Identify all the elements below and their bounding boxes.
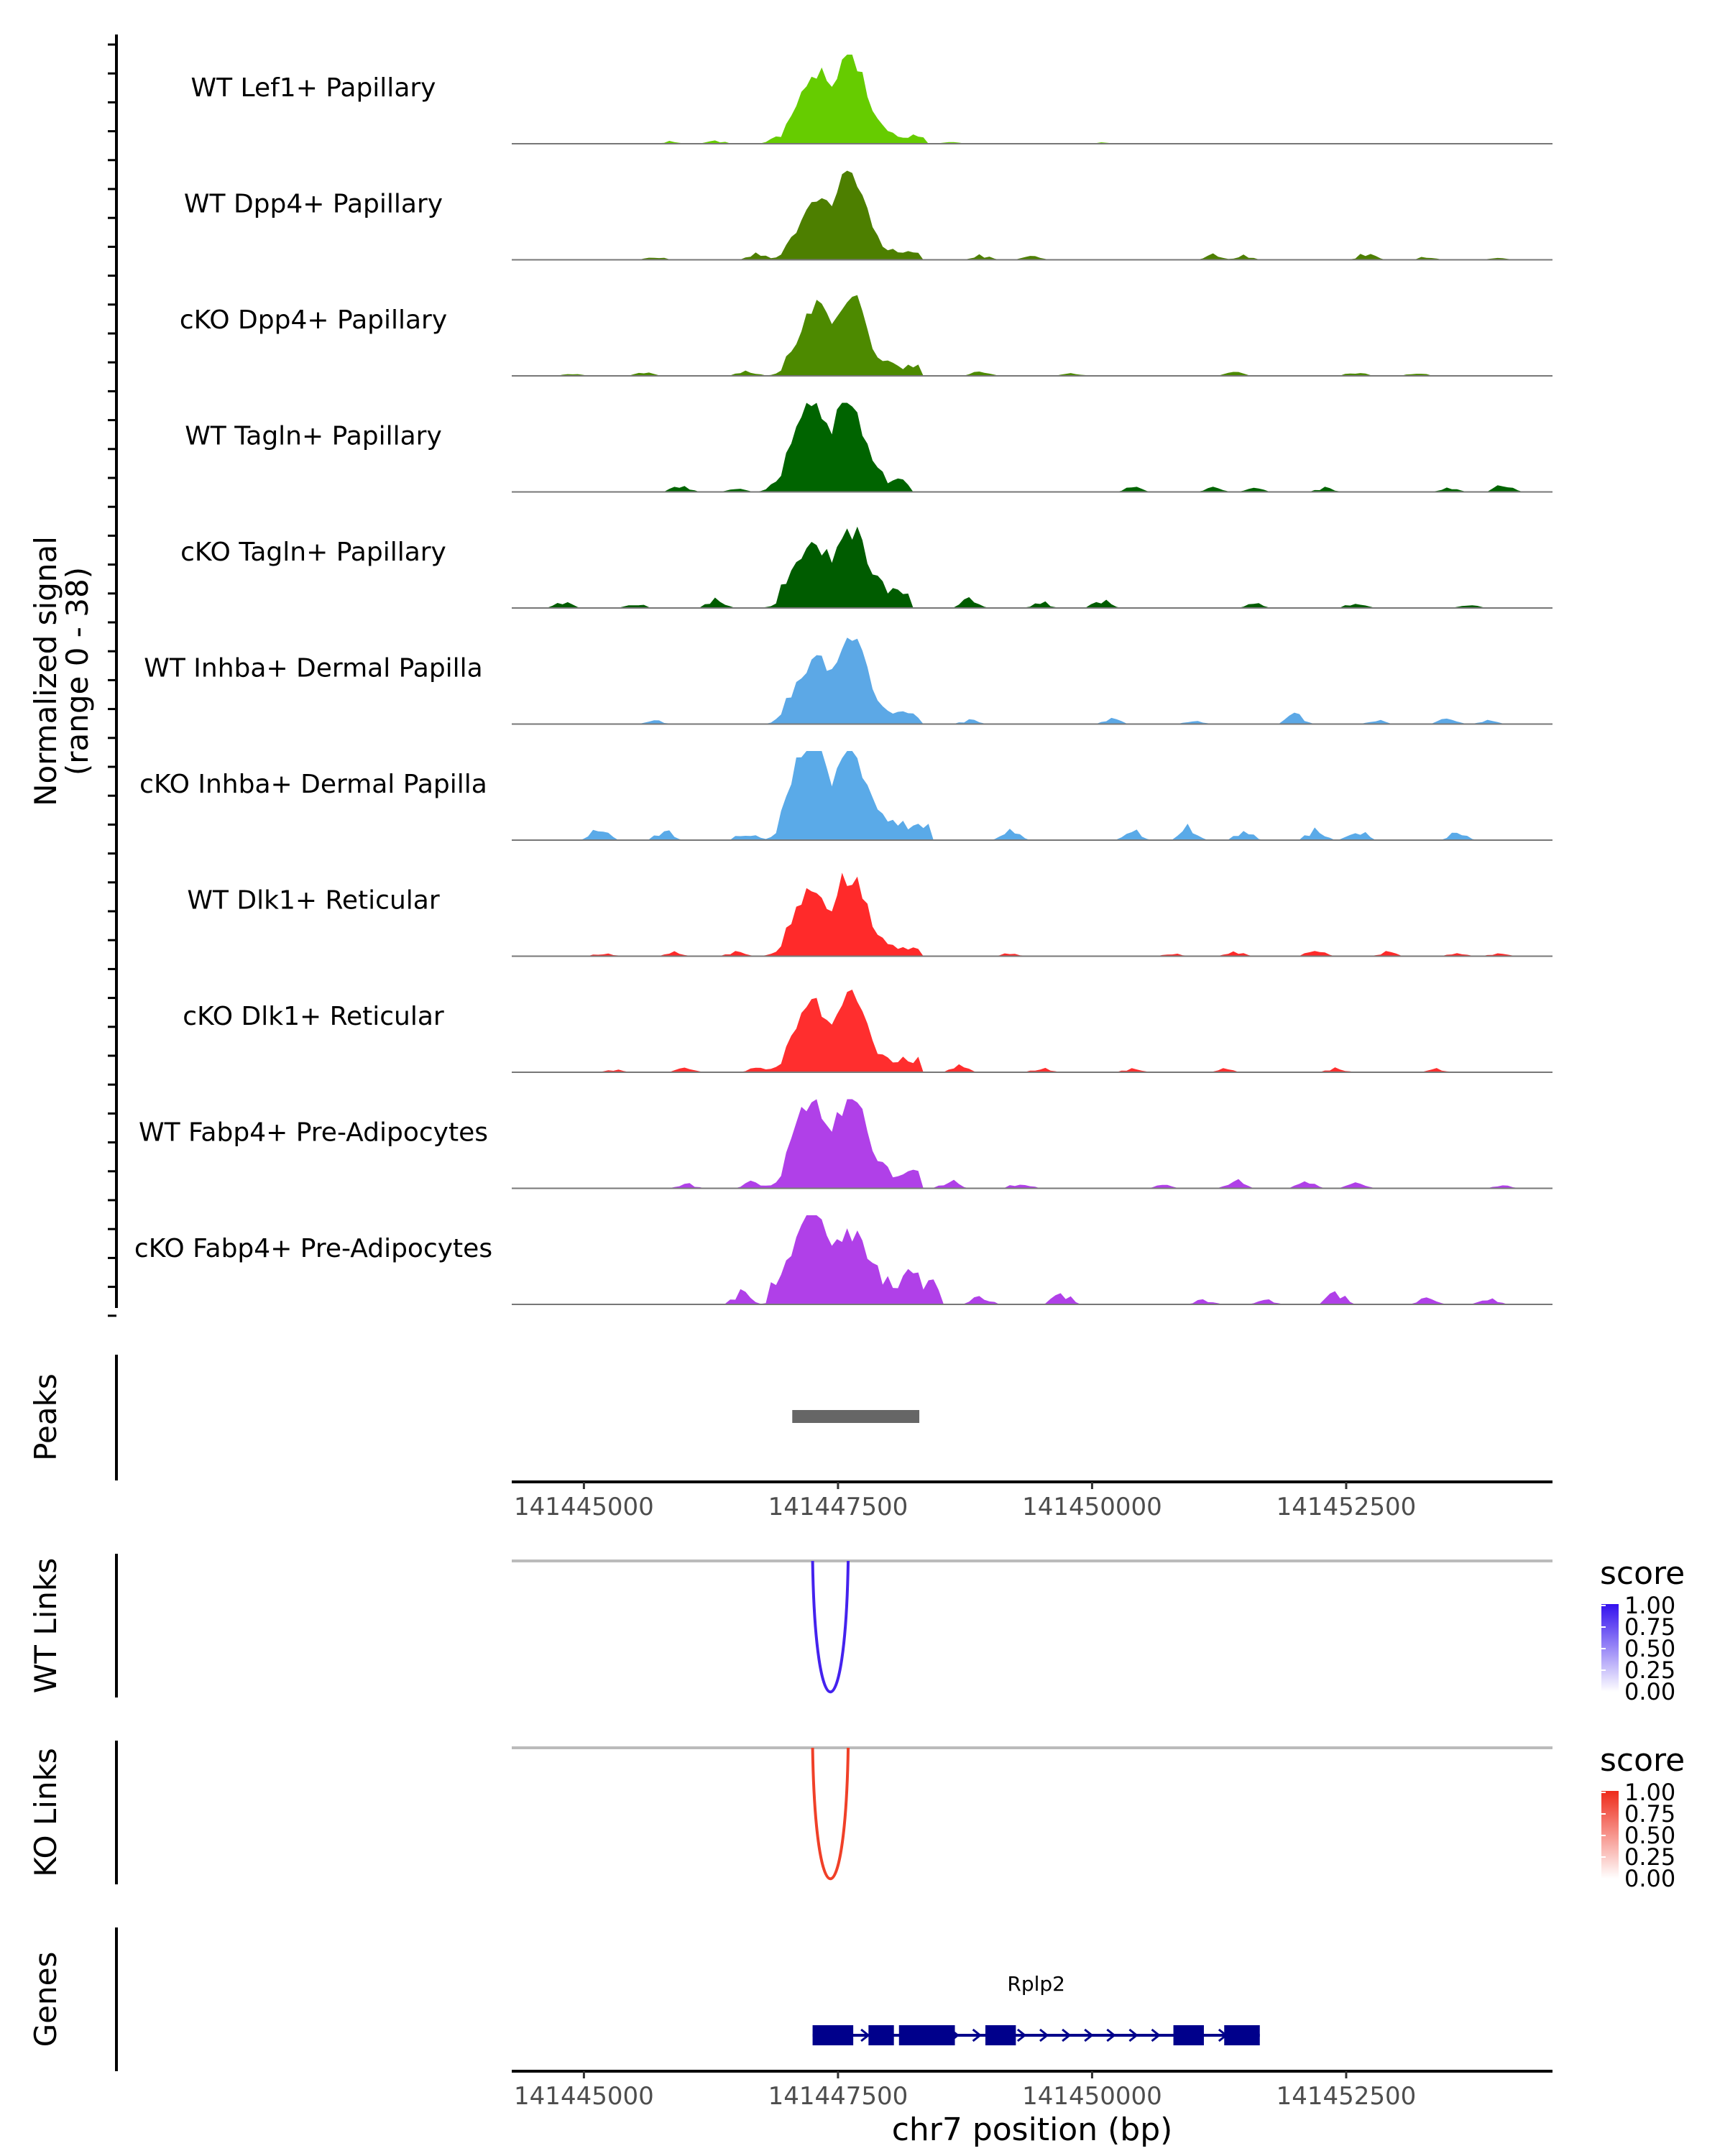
legend-tick-label: 0.50: [1624, 1635, 1675, 1662]
x-axis-bottom-tick-label: 141452500: [1276, 2082, 1417, 2111]
signal-track: WT Lef1+ Papillary: [191, 55, 1552, 144]
gene-exon: [812, 2025, 854, 2045]
track-label: cKO Dpp4+ Papillary: [180, 305, 447, 335]
signal-tracks: WT Lef1+ Papillary WT Dpp4+ Papillary cKO …: [134, 55, 1552, 1305]
track-label: cKO Dlk1+ Reticular: [183, 1002, 444, 1031]
signal-track: cKO Dpp4+ Papillary: [180, 295, 1552, 377]
ko-link-arc: [811, 1747, 850, 1880]
wt-links-label: WT Links: [28, 1558, 63, 1693]
legend-tick-label: 0.75: [1624, 1613, 1675, 1641]
legend-tick-label: 1.00: [1624, 1592, 1675, 1619]
gene-exon: [868, 2025, 894, 2045]
wt-legend-title: score: [1600, 1555, 1685, 1592]
x-axis-title: chr7 position (bp): [892, 2111, 1173, 2148]
ko-links-label: KO Links: [28, 1748, 63, 1877]
signal-track: WT Inhba+ Dermal Papilla: [144, 637, 1552, 725]
signal-ylabel-line1: Normalized signal: [28, 536, 63, 806]
signal-y-ticks: [108, 43, 116, 1317]
genes-panel: Genes Rplp2: [28, 1927, 1260, 2071]
x-axis-top-tick-label: 141452500: [1276, 1493, 1417, 1521]
wt-legend-ticks: 1.000.750.500.250.00: [1601, 1592, 1675, 1705]
gene-model: [812, 2025, 1260, 2045]
signal-track: cKO Inhba+ Dermal Papilla: [139, 751, 1552, 841]
legend-tick-label: 0.25: [1624, 1657, 1675, 1684]
x-axis-top-tick-label: 141445000: [514, 1493, 654, 1521]
x-axis-bottom-tick-label: 141447500: [768, 2082, 908, 2111]
wt-link-arc: [811, 1560, 850, 1693]
legend-tick-label: 0.00: [1624, 1678, 1675, 1705]
x-axis-ticks-top: 141445000 141447500 141450000 141452500: [514, 1482, 1416, 1521]
peaks-label: Peaks: [28, 1373, 63, 1461]
signal-track: WT Tagln+ Papillary: [185, 402, 1552, 493]
legend-tick-label: 0.00: [1624, 1865, 1675, 1892]
strand-arrow: [972, 2028, 983, 2042]
ko-score-legend: score 1.000.750.500.250.00: [1600, 1742, 1685, 1892]
strand-arrow: [1106, 2028, 1116, 2042]
gene-name-label: Rplp2: [1007, 1972, 1065, 1996]
coordinate-axis-bottom: 141445000 141447500 141450000 141452500 chr…: [512, 2070, 1552, 2148]
track-label: cKO Tagln+ Papillary: [180, 538, 446, 567]
strand-arrow: [1128, 2028, 1138, 2042]
x-axis-top-tick-label: 141450000: [1022, 1493, 1162, 1521]
track-label: WT Dpp4+ Papillary: [184, 190, 443, 219]
signal-track: cKO Tagln+ Papillary: [180, 526, 1552, 609]
gene-exon: [985, 2025, 1016, 2045]
signal-ylabel-line2: (range 0 - 38): [60, 567, 95, 775]
strand-arrow: [1151, 2028, 1161, 2042]
coordinate-axis-top: 141445000 141447500 141450000 141452500: [512, 1480, 1552, 1521]
legend-tick-label: 0.25: [1624, 1843, 1675, 1871]
strand-arrow: [860, 2028, 870, 2042]
strand-arrow: [1062, 2028, 1072, 2042]
x-axis-bottom-tick-label: 141450000: [1022, 2082, 1162, 2111]
x-axis-ticks-bottom: 141445000 141447500 141450000 141452500: [514, 2071, 1416, 2111]
signal-track: WT Dlk1+ Reticular: [187, 872, 1552, 957]
x-axis-bottom-tick-label: 141445000: [514, 2082, 654, 2111]
track-label: WT Lef1+ Papillary: [191, 73, 436, 103]
track-label: cKO Inhba+ Dermal Papilla: [139, 770, 487, 799]
wt-links-panel: WT Links: [28, 1554, 1552, 1697]
strand-arrow: [1084, 2028, 1094, 2042]
strand-arrow: [1039, 2028, 1049, 2042]
strand-arrow: [1016, 2028, 1027, 2042]
legend-tick-label: 0.75: [1624, 1800, 1675, 1828]
wt-score-legend: score 1.000.750.500.250.00: [1600, 1555, 1685, 1705]
gene-exon: [898, 2025, 955, 2045]
legend-tick-label: 1.00: [1624, 1779, 1675, 1806]
peaks-panel: Peaks: [28, 1355, 920, 1480]
signal-track: cKO Fabp4+ Pre-Adipocytes: [134, 1215, 1552, 1305]
ko-links-panel: KO Links: [28, 1741, 1552, 1884]
genes-label: Genes: [28, 1952, 63, 2047]
gene-exon: [1173, 2025, 1204, 2045]
signal-track: cKO Dlk1+ Reticular: [183, 990, 1552, 1073]
signal-track: WT Dpp4+ Papillary: [184, 170, 1552, 261]
legend-tick-label: 0.50: [1624, 1822, 1675, 1849]
ko-legend-title: score: [1600, 1742, 1685, 1779]
track-label: WT Dlk1+ Reticular: [187, 886, 439, 916]
signal-panel: WT Lef1+ Papillary WT Dpp4+ Papillary cKO …: [28, 34, 1552, 1317]
signal-track: WT Fabp4+ Pre-Adipocytes: [139, 1099, 1552, 1189]
track-label: cKO Fabp4+ Pre-Adipocytes: [134, 1234, 492, 1263]
track-label: WT Tagln+ Papillary: [185, 422, 442, 451]
track-label: WT Inhba+ Dermal Papilla: [144, 654, 482, 683]
ko-legend-ticks: 1.000.750.500.250.00: [1601, 1779, 1675, 1892]
gene-exon: [1224, 2025, 1260, 2045]
peak-bars: [792, 1410, 920, 1423]
x-axis-top-tick-label: 141447500: [768, 1493, 908, 1521]
peak-bar: [792, 1410, 920, 1423]
track-label: WT Fabp4+ Pre-Adipocytes: [139, 1118, 488, 1148]
